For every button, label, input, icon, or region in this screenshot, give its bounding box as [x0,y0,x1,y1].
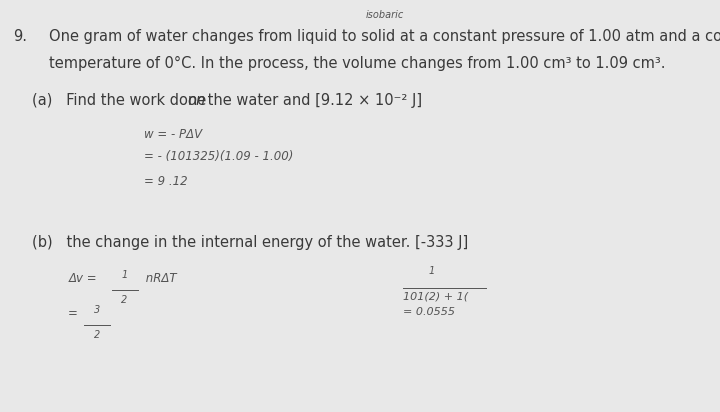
Text: = - (101325)(1.09 - 1.00): = - (101325)(1.09 - 1.00) [144,150,293,164]
Text: =: = [68,307,82,320]
Text: 101(2) + 1(: 101(2) + 1( [403,292,468,302]
Text: on: on [187,93,205,108]
Text: isobaric: isobaric [366,10,405,20]
Text: nRΔT: nRΔT [142,272,176,285]
Text: 3: 3 [94,305,100,315]
Text: Δv =: Δv = [68,272,101,285]
Text: 1: 1 [429,266,435,276]
Text: One gram of water changes from liquid to solid at a constant pressure of 1.00 at: One gram of water changes from liquid to… [49,29,720,44]
Text: 2: 2 [94,330,100,339]
Text: (b)   the change in the internal energy of the water. [-333 J]: (b) the change in the internal energy of… [32,235,469,250]
Text: w = - PΔV: w = - PΔV [144,128,202,141]
Text: 1: 1 [122,270,127,280]
Text: temperature of 0°C. In the process, the volume changes from 1.00 cm³ to 1.09 cm³: temperature of 0°C. In the process, the … [49,56,665,70]
Text: 9.: 9. [13,29,27,44]
Text: = 0.0555: = 0.0555 [403,307,455,317]
Text: the water and [9.12 × 10⁻² J]: the water and [9.12 × 10⁻² J] [203,93,422,108]
Text: 2: 2 [122,295,127,304]
Text: (a)   Find the work done: (a) Find the work done [32,93,211,108]
Text: = 9 .12: = 9 .12 [144,175,188,188]
